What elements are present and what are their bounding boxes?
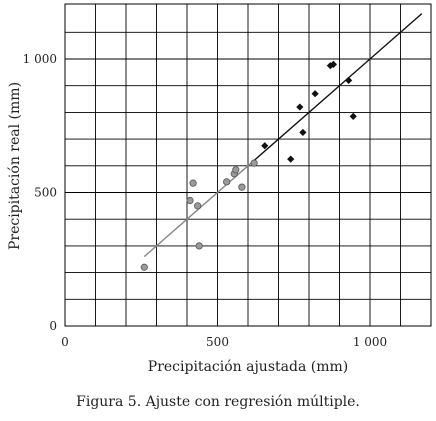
data-point-diamond: [296, 103, 304, 111]
y-tick-label: 0: [49, 319, 57, 333]
data-point-diamond: [311, 90, 319, 98]
x-axis-title: Precipitación ajustada (mm): [148, 359, 348, 375]
data-point-circle: [189, 179, 197, 187]
data-points: [140, 60, 357, 271]
data-point-circle: [186, 196, 194, 205]
data-point-circle: [232, 166, 240, 174]
data-point-circle: [238, 183, 246, 191]
data-point-diamond: [329, 60, 337, 68]
data-point-diamond: [299, 128, 307, 137]
data-point-circle: [194, 202, 202, 210]
x-tick-labels: 0 500 1 000: [61, 335, 387, 349]
data-point-diamond: [326, 62, 334, 70]
x-tick-label: 0: [61, 335, 69, 349]
data-point-diamond: [345, 76, 353, 84]
figure-caption: Figura 5. Ajuste con regresión múltiple.: [76, 394, 360, 410]
y-axis-title: Precipitación real (mm): [7, 82, 23, 250]
x-tick-label: 1 000: [353, 335, 387, 349]
data-point-diamond: [287, 155, 295, 163]
data-point-circle: [140, 263, 148, 271]
data-point-circle: [223, 178, 231, 186]
x-tick-label: 500: [206, 335, 229, 349]
y-tick-labels: 0 500 1 000: [23, 52, 57, 333]
chart-grid: [65, 4, 431, 326]
data-point-diamond: [349, 112, 357, 121]
regression-lines: [143, 13, 423, 258]
y-tick-label: 1 000: [23, 52, 57, 66]
regression-line: [253, 13, 423, 161]
data-point-circle: [195, 242, 203, 250]
data-point-diamond: [261, 142, 269, 150]
data-point-circle: [250, 159, 258, 167]
y-tick-label: 500: [34, 186, 57, 200]
plot-frame: [64, 3, 432, 327]
